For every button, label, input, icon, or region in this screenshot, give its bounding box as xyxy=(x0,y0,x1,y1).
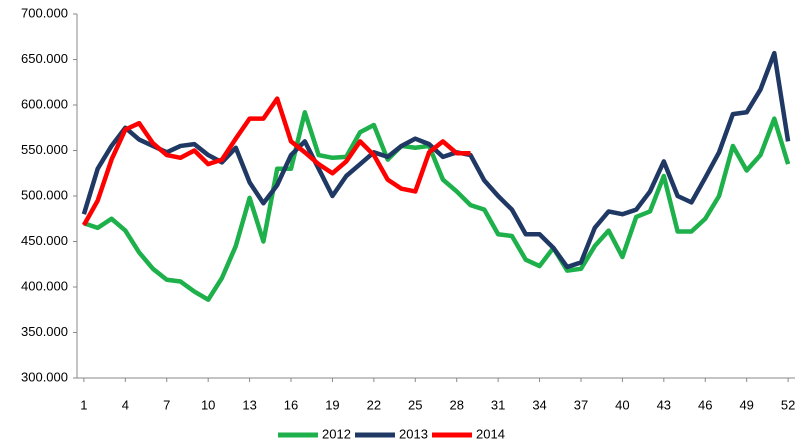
legend-label: 2013 xyxy=(399,426,428,441)
x-tick-label: 46 xyxy=(698,397,712,412)
y-tick-label: 350.000 xyxy=(21,324,68,339)
series-line xyxy=(81,96,471,227)
x-tick-label: 40 xyxy=(615,397,629,412)
y-tick-label: 500.000 xyxy=(21,187,68,202)
x-tick-label: 10 xyxy=(201,397,215,412)
x-tick-label: 1 xyxy=(80,397,87,412)
y-tick-label: 300.000 xyxy=(21,369,68,384)
x-tick-label: 13 xyxy=(242,397,256,412)
y-tick-label: 700.000 xyxy=(21,5,68,20)
x-tick-label: 31 xyxy=(491,397,505,412)
legend-label: 2012 xyxy=(322,426,351,441)
x-tick-label: 22 xyxy=(367,397,381,412)
x-tick-label: 25 xyxy=(408,397,422,412)
y-tick-label: 450.000 xyxy=(21,233,68,248)
y-tick-label: 550.000 xyxy=(21,142,68,157)
x-tick-label: 28 xyxy=(449,397,463,412)
x-tick-label: 49 xyxy=(739,397,753,412)
x-tick-label: 7 xyxy=(163,397,170,412)
x-tick-label: 43 xyxy=(657,397,671,412)
x-tick-label: 34 xyxy=(532,397,546,412)
x-tick-label: 16 xyxy=(284,397,298,412)
x-tick-label: 37 xyxy=(574,397,588,412)
series-line xyxy=(83,110,791,302)
x-tick-label: 4 xyxy=(122,397,129,412)
x-tick-label: 52 xyxy=(781,397,795,412)
series-line xyxy=(81,50,791,270)
x-tick-label: 19 xyxy=(325,397,339,412)
y-tick-label: 600.000 xyxy=(21,96,68,111)
y-tick-label: 400.000 xyxy=(21,278,68,293)
y-tick-label: 650.000 xyxy=(21,51,68,66)
legend-label: 2014 xyxy=(476,426,505,441)
